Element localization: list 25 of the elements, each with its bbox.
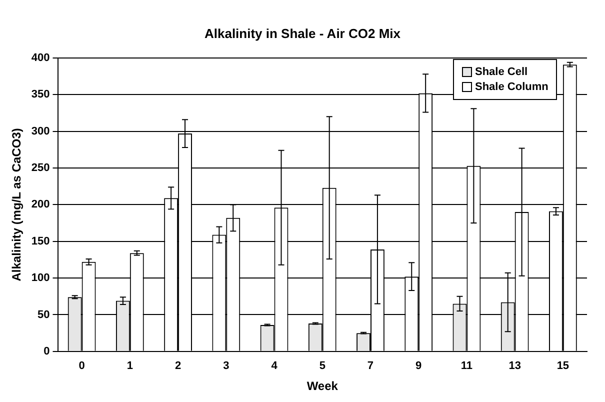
y-tick-label: 200 xyxy=(31,198,50,211)
y-tick-label: 300 xyxy=(31,125,50,138)
y-tick-label: 400 xyxy=(31,52,50,64)
x-tick-label: 2 xyxy=(174,360,182,372)
y-tick-label: 250 xyxy=(31,162,50,174)
y-tick-label: 0 xyxy=(44,345,50,358)
y-tick-label: 100 xyxy=(31,272,50,284)
y-tick-label: 350 xyxy=(31,88,50,101)
y-axis-title: Alkalinity (mg/L as CaCO3) xyxy=(10,128,24,282)
x-tick-label: 4 xyxy=(271,360,278,372)
series-label: Shale Column xyxy=(475,81,548,93)
legend-label: Shale Cell xyxy=(475,66,528,78)
x-tick-label: 0 xyxy=(78,360,85,372)
x-tick-label: 15 xyxy=(556,360,570,372)
x-tick-label: 5 xyxy=(319,360,326,372)
x-tick-label: 13 xyxy=(508,360,521,372)
y-tick-label: 150 xyxy=(31,235,50,248)
x-tick-label: 11 xyxy=(460,360,473,372)
x-tick-label: 9 xyxy=(416,360,422,372)
x-tick-label: 1 xyxy=(126,360,133,372)
chart-title: Alkalinity in Shale - Air CO2 Mix xyxy=(203,26,402,41)
x-tick-label: 7 xyxy=(367,360,374,372)
y-tick-label: 50 xyxy=(38,308,50,321)
x-axis-title: Week xyxy=(306,379,338,394)
x-tick-label: 3 xyxy=(223,360,230,372)
